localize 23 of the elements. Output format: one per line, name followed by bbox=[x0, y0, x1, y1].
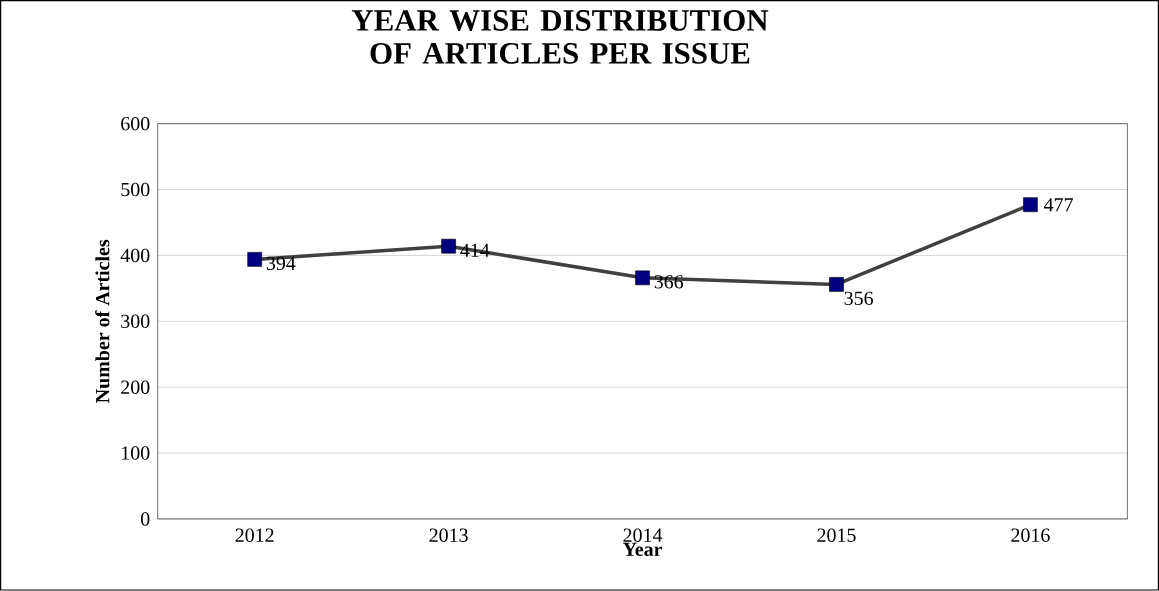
y-tick-label: 600 bbox=[121, 117, 150, 131]
point bbox=[1023, 197, 1038, 213]
x-tick-label: 2016 bbox=[1011, 528, 1050, 543]
y-tick-label: 400 bbox=[120, 248, 150, 263]
data-label: 477 bbox=[1044, 198, 1073, 212]
x-tick-label: 2012 bbox=[235, 528, 274, 543]
x-tick-label: 2014 bbox=[623, 528, 663, 543]
data-label: 394 bbox=[266, 256, 296, 271]
x-axis-title: Year bbox=[622, 542, 663, 557]
x-tick-label: 2015 bbox=[817, 528, 856, 543]
point bbox=[635, 270, 650, 286]
chart-title: YEAR WISE DISTRIBUTION OF ARTICLES PER ISSUE bbox=[351, 10, 769, 64]
y-tick-label: 500 bbox=[121, 183, 150, 197]
data-label: 356 bbox=[844, 291, 874, 306]
y-tick-label: 0 bbox=[140, 512, 150, 526]
y-axis-title: Number of Articles bbox=[95, 240, 110, 404]
x-tick-label: 2013 bbox=[429, 528, 468, 543]
point bbox=[829, 277, 844, 292]
point bbox=[247, 252, 262, 267]
y-tick-label: 300 bbox=[121, 314, 150, 329]
y-tick-label: 100 bbox=[122, 446, 150, 460]
point bbox=[441, 239, 456, 254]
y-tick-label: 200 bbox=[121, 380, 150, 395]
